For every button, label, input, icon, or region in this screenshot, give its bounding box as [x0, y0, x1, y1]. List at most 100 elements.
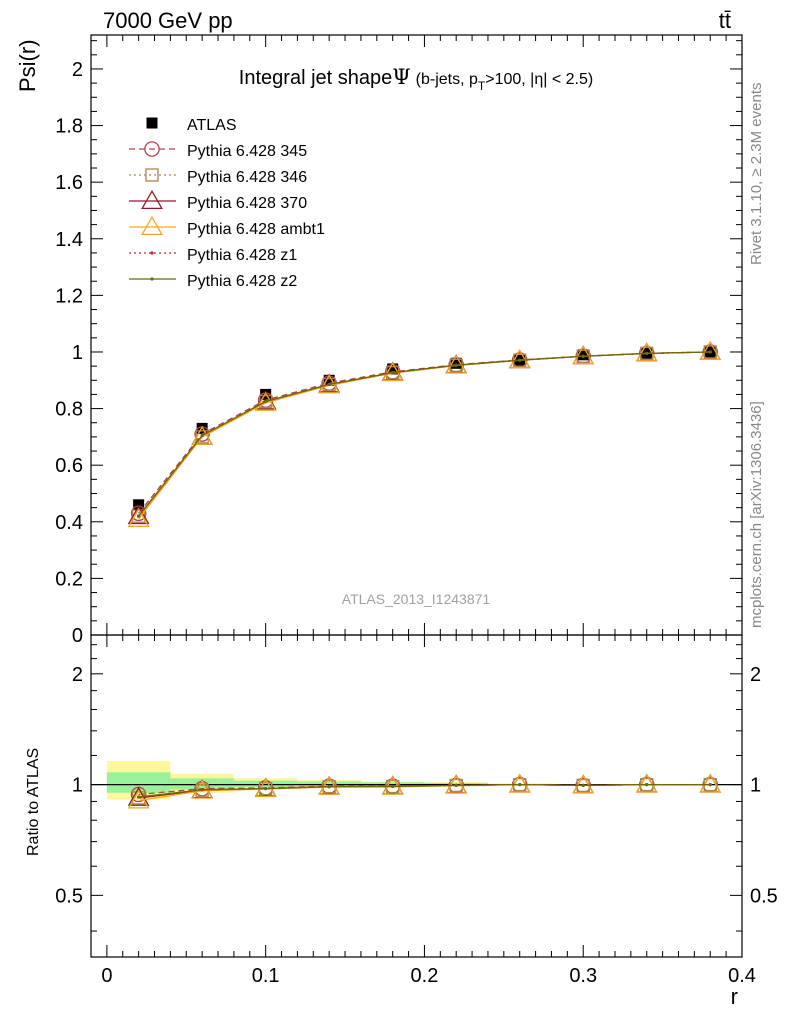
series-line	[138, 351, 711, 517]
ratio-y-axis-label: Ratio to ATLAS	[25, 748, 42, 856]
rivet-version-label: Rivet 3.1.10, ≥ 2.3M events	[748, 83, 765, 266]
legend-marker	[141, 189, 163, 210]
ratio-series-point	[318, 775, 341, 796]
legend-label: Pythia 6.428 346	[187, 169, 307, 186]
legend-label: Pythia 6.428 345	[187, 143, 307, 160]
series-point	[645, 351, 649, 355]
energy-label: 7000 GeV pp	[103, 8, 233, 33]
series-point	[581, 354, 585, 358]
series-point	[327, 382, 331, 387]
series-point	[391, 371, 395, 375]
legend-entry: Pythia 6.428 345	[129, 141, 307, 160]
series-point	[254, 391, 277, 411]
ratio-y-tick-label: 2	[72, 664, 83, 686]
main-panel: 0 0.2 0.4 0.6 0.8 1 1.2 1.4 1.6 1.8 2 Psi(r) Integ…	[15, 34, 743, 647]
main-series-4	[127, 340, 722, 527]
main-series-2	[131, 345, 717, 523]
series-line	[138, 351, 711, 514]
ratio-series-point	[699, 773, 722, 793]
main-axes: 0 0.2 0.4 0.6 0.8 1 1.2 1.4 1.6 1.8 2	[55, 35, 743, 647]
ratio-y-tick-label-right: 2	[750, 664, 761, 686]
series-point	[699, 340, 722, 360]
series-point	[635, 342, 658, 362]
process-label: tt̄	[719, 8, 731, 33]
ratio-axes: 0.5 0.5 1 1 2 2 0 0.1 0.2 0.3 0.4	[55, 635, 778, 987]
ratio-y-tick-label-right: 0.5	[750, 885, 778, 907]
ratio-series-point	[127, 789, 150, 809]
main-series-1	[130, 344, 719, 522]
series-line	[138, 351, 711, 517]
series-point	[264, 399, 268, 404]
ratio-series-point	[708, 782, 712, 787]
title-main: Integral jet shape	[239, 67, 392, 89]
main-y-tick-label: 1.2	[55, 285, 83, 307]
series-point	[127, 507, 150, 527]
title-psi-symbol: Ψ	[392, 65, 410, 89]
title-cut-sub: T	[478, 79, 486, 93]
main-y-tick-label: 0.8	[55, 399, 83, 421]
legend-marker	[145, 168, 159, 182]
x-tick-label: 0.4	[728, 965, 756, 987]
main-series-5	[137, 350, 712, 518]
main-series-6	[137, 350, 712, 518]
legend-marker	[150, 277, 154, 281]
atlas-data-point	[450, 357, 462, 369]
main-y-tick-label: 1.8	[55, 116, 83, 138]
main-y-axis-label: Psi(r)	[15, 39, 40, 92]
atlas-data-point	[323, 374, 335, 386]
ratio-series-point	[327, 785, 331, 789]
main-y-tick-label: 0.6	[55, 455, 83, 477]
main-y-tick-label: 0.4	[55, 512, 83, 534]
mcplots-source-label: mcplots.cern.ch [arXiv:1306.3436]	[748, 401, 765, 628]
legend-label: Pythia 6.428 370	[187, 195, 307, 212]
series-line	[138, 351, 711, 520]
main-y-tick-label: 0	[72, 625, 83, 647]
ratio-y-tick-label: 1	[72, 775, 83, 797]
ratio-plot-marks	[91, 760, 742, 809]
legend-label: ATLAS	[187, 117, 237, 134]
ratio-y-tick-label-right: 1	[750, 775, 761, 797]
ratio-panel: 0.5 0.5 1 1 2 2 0 0.1 0.2 0.3 0.4 Ratio to ATLAS r	[25, 634, 778, 1009]
legend-label: Pythia 6.428 ambt1	[187, 221, 325, 238]
main-y-tick-label: 1	[72, 342, 83, 364]
main-y-tick-label: 2	[72, 59, 83, 81]
title-cut-open: (b-jets, p	[416, 71, 478, 88]
x-tick-label: 0.3	[569, 965, 597, 987]
series-point	[518, 358, 522, 362]
ratio-plot-frame	[90, 634, 743, 958]
legend-marker	[146, 117, 158, 129]
green-uncertainty-band	[233, 780, 298, 788]
main-chart-title: Integral jet shapeΨ (b-jets, pT>100, |η| …	[239, 65, 593, 93]
legend-entry: Pythia 6.428 z1	[129, 247, 297, 264]
ratio-series-point	[391, 784, 395, 789]
ratio-series-point	[381, 775, 404, 795]
ratio-series-point	[454, 783, 458, 787]
legend-marker	[150, 251, 154, 255]
series-point	[454, 363, 458, 367]
legend-entry: Pythia 6.428 346	[129, 168, 307, 186]
green-uncertainty-band	[297, 781, 361, 787]
series-point	[708, 350, 712, 354]
legend-label: Pythia 6.428 z1	[187, 247, 297, 264]
x-tick-label: 0	[101, 965, 112, 987]
series-point	[572, 345, 595, 365]
main-y-tick-label: 0.2	[55, 568, 83, 590]
main-series-0	[133, 346, 716, 511]
series-line	[138, 351, 711, 517]
atlas-data-point	[387, 363, 399, 375]
legend-entry: Pythia 6.428 ambt1	[129, 215, 325, 238]
ratio-y-tick-label: 0.5	[55, 885, 83, 907]
legend-entry: Pythia 6.428 370	[129, 189, 307, 212]
ratio-series-point	[137, 795, 141, 799]
ratio-series-point	[635, 773, 658, 793]
series-point	[508, 349, 531, 369]
ratio-series-point	[645, 782, 649, 787]
legend-entry: ATLAS	[146, 117, 237, 134]
series-point	[200, 433, 204, 438]
legend-marker	[144, 141, 160, 157]
green-uncertainty-band	[106, 772, 171, 793]
legend-marker	[141, 215, 163, 236]
ratio-series-point	[581, 783, 585, 787]
analysis-watermark: ATLAS_2013_I1243871	[342, 591, 491, 607]
